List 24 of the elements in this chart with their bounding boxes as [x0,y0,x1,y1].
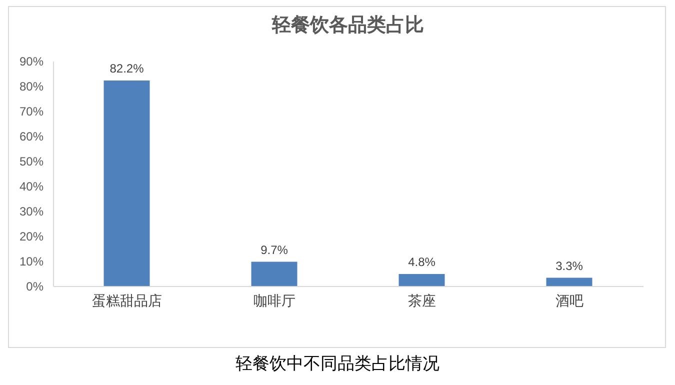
x-tick-label: 酒吧 [555,292,584,308]
text: 轻餐饮中不同品类占比情况 [234,353,440,375]
x-tick-label: 蛋糕甜品店 [92,292,162,308]
y-tick-label: 40% [19,180,44,194]
x-tick-label: 茶座 [408,292,436,308]
y-tick-label: 70% [19,104,44,118]
y-tick-label: 0% [26,280,44,294]
chart-title: 轻餐饮各品类占比 [271,14,424,36]
data-label: 9.7% [260,242,288,257]
data-label: 3.3% [556,258,584,273]
y-tick-label: 60% [19,130,44,144]
y-tick-label: 90% [19,54,44,68]
y-tick-label: 30% [19,204,44,218]
y-tick-label: 20% [19,230,44,244]
y-tick-label: 50% [19,154,44,168]
data-label: 4.8% [408,255,436,269]
x-tick-label: 咖啡厅 [253,292,296,308]
bar [398,274,445,286]
y-tick-label: 10% [19,254,44,268]
bar [546,278,592,286]
y-tick-label: 80% [19,80,44,94]
bar [104,80,150,286]
data-label: 82.2% [110,62,144,76]
bar [251,262,298,286]
